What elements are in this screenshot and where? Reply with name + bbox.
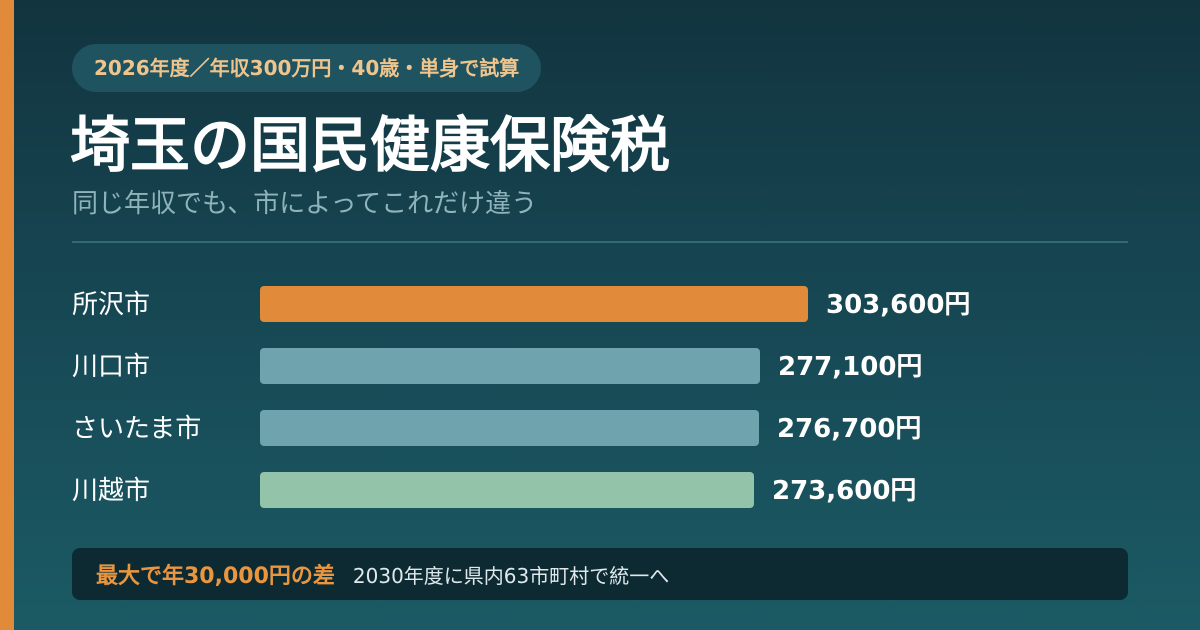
value-label: 303,600円: [826, 290, 970, 320]
category-label: さいたま市: [72, 414, 201, 444]
category-label: 川口市: [72, 352, 150, 382]
divider: [72, 241, 1128, 243]
page-subtitle: 同じ年収でも、市によってこれだけ違う: [72, 189, 538, 219]
condition-badge: 2026年度／年収300万円・40歳・単身で試算: [72, 44, 542, 92]
value-label: 277,100円: [778, 352, 922, 382]
max-difference-text: 最大で年30,000円の差: [96, 564, 335, 589]
unification-note: 2030年度に県内63市町村で統一へ: [352, 563, 670, 588]
value-label: 273,600円: [772, 476, 916, 506]
category-label: 川越市: [72, 476, 150, 506]
bar: [260, 410, 759, 446]
summary-banner: 最大で年30,000円の差 2030年度に県内63市町村で統一へ: [72, 548, 1128, 600]
bar: [260, 348, 760, 384]
bar: [260, 472, 754, 508]
value-label: 276,700円: [777, 414, 921, 444]
category-label: 所沢市: [72, 290, 150, 320]
page-title: 埼玉の国民健康保険税: [70, 111, 670, 181]
bar: [260, 286, 808, 322]
accent-bar: [0, 0, 14, 630]
